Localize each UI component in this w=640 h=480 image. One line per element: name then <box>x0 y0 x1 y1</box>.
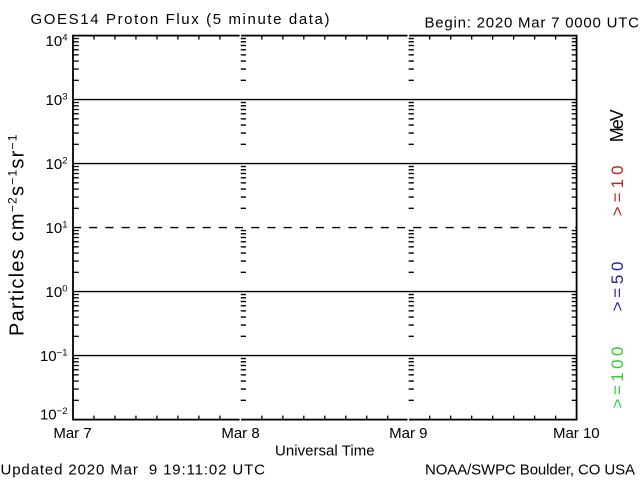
svg-text:100: 100 <box>46 284 68 302</box>
svg-text:Updated 2020 Mar 9 19:11:02 U: Updated 2020 Mar 9 19:11:02 UTC <box>1 462 266 479</box>
svg-text:Mar 7: Mar 7 <box>53 425 91 442</box>
svg-text:Mar 10: Mar 10 <box>553 425 600 442</box>
svg-text:102: 102 <box>46 156 68 174</box>
svg-text:103: 103 <box>46 92 68 110</box>
svg-text:MeV: MeV <box>607 109 627 142</box>
svg-text:Particles cm−2s−1sr−1: Particles cm−2s−1sr−1 <box>6 134 29 336</box>
svg-text:Universal Time: Universal Time <box>275 442 375 459</box>
svg-text:Begin: 2020 Mar 7 0000 UTC: Begin: 2020 Mar 7 0000 UTC <box>425 15 640 32</box>
svg-text:101: 101 <box>46 220 68 238</box>
svg-text:Mar 9: Mar 9 <box>389 425 427 442</box>
svg-text:104: 104 <box>46 32 68 50</box>
svg-text:NOAA/SWPC Boulder, CO USA: NOAA/SWPC Boulder, CO USA <box>425 462 635 479</box>
svg-text:Mar 8: Mar 8 <box>221 425 259 442</box>
svg-text:>=100: >=100 <box>608 347 627 409</box>
